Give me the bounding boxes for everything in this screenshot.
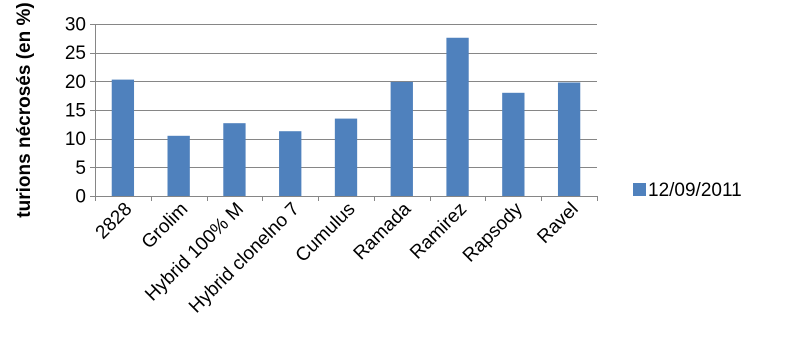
y-axis-label: turions nécrosés (en %) (14, 2, 35, 217)
bar-hybrid-100-m (223, 123, 246, 196)
y-tick-label: 15 (65, 101, 86, 122)
x-tick-label: Rapsody (459, 198, 527, 266)
x-tick-label: Ramada (350, 198, 416, 264)
y-tick-label: 10 (65, 129, 86, 150)
bar-cumulus (334, 118, 358, 196)
x-tick-label: 2828 (92, 199, 137, 244)
x-tick-label: Grolim (138, 199, 192, 253)
bar-2828 (111, 79, 135, 196)
bar-ravel (557, 82, 581, 196)
x-tick-label: Ravel (533, 199, 582, 248)
legend: 12/09/2011 (633, 180, 742, 201)
y-tick-label: 20 (65, 72, 86, 93)
axes (90, 24, 598, 201)
bar-ramada (390, 81, 413, 196)
y-tick-label: 30 (65, 15, 86, 36)
y-tick-labels: 0 5 10 15 20 25 30 (65, 15, 86, 208)
y-tick-label: 0 (75, 187, 86, 208)
y-tick-label: 5 (75, 158, 86, 179)
bar-ramirez (446, 37, 469, 197)
bar-grolim (167, 135, 190, 196)
legend-label: 12/09/2011 (648, 180, 742, 201)
legend-swatch (633, 183, 646, 196)
x-tick-label: Cumulus (292, 199, 360, 267)
bar-rapsody (502, 92, 525, 196)
x-tick-label: Hybrid 100% M (141, 199, 248, 306)
y-tick-label: 25 (65, 43, 86, 64)
bars (111, 37, 581, 197)
bar-hybrid-clonelno-7 (279, 131, 302, 196)
